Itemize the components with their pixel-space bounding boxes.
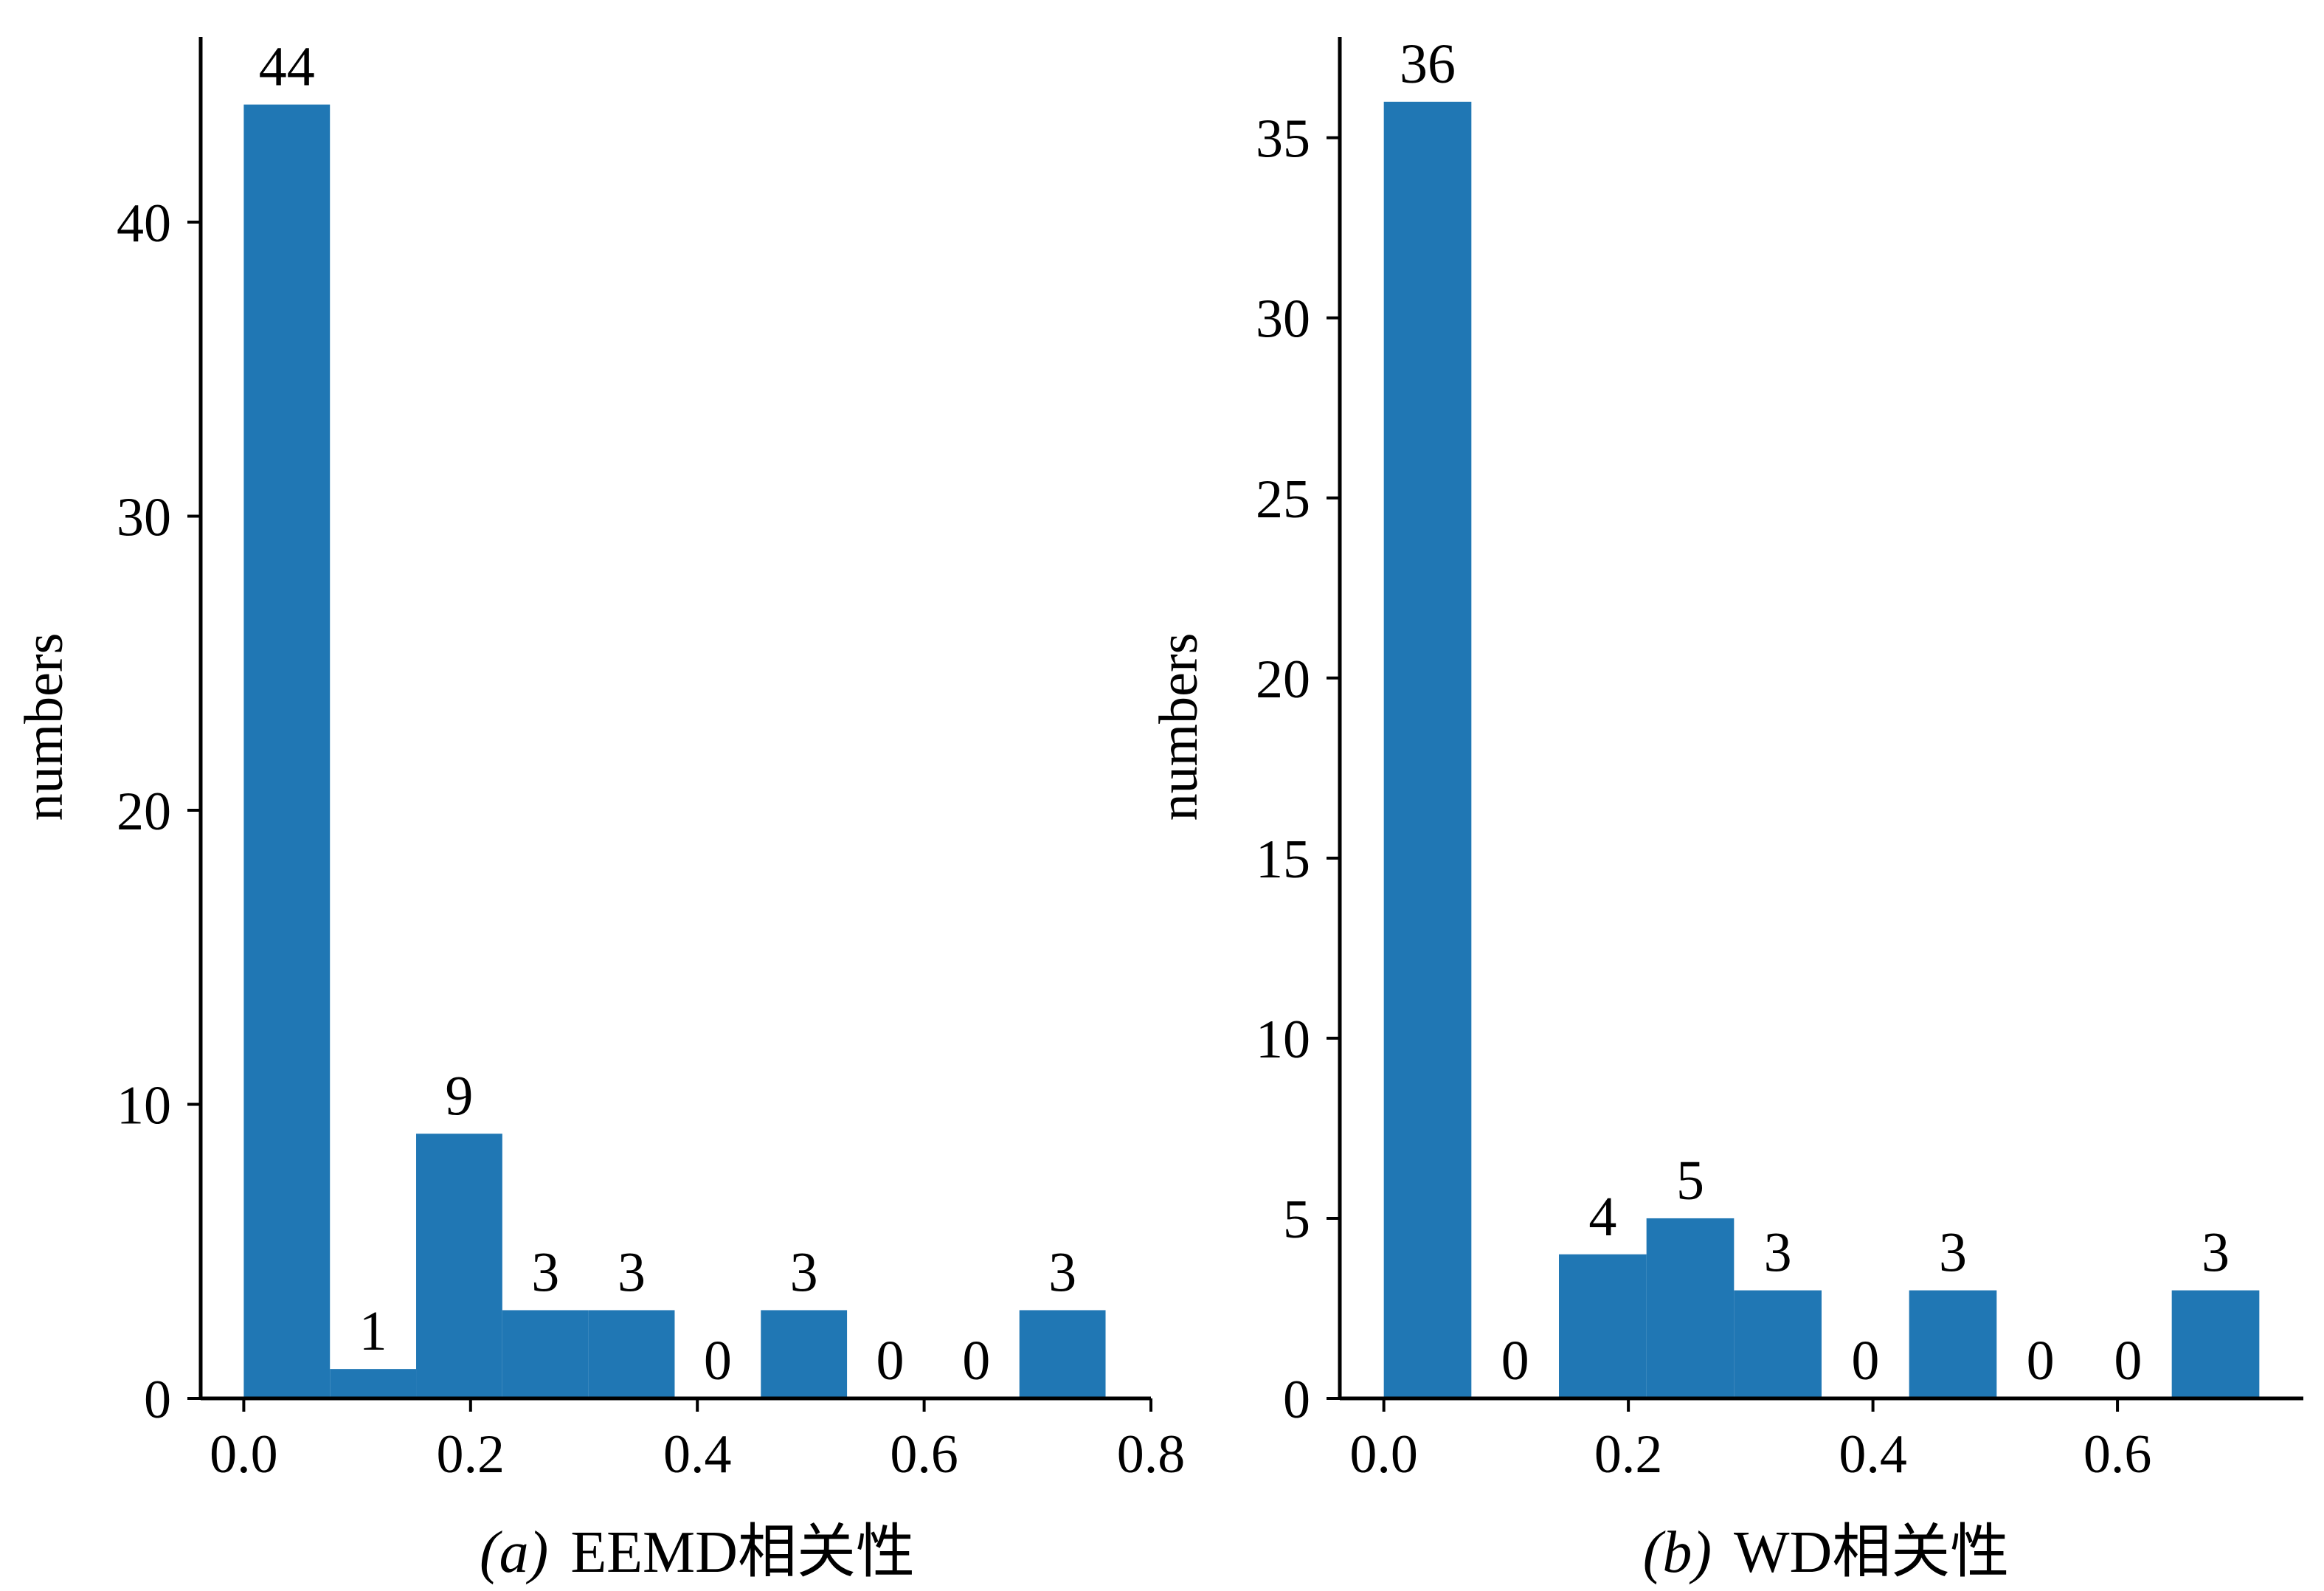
panel-a-caption-text: EEMD相关性 xyxy=(570,1520,915,1585)
bar-count-label: 1 xyxy=(359,1300,387,1362)
y-tick-label: 0 xyxy=(1283,1370,1310,1430)
panel-a-bars xyxy=(243,104,1106,1399)
bar-count-label: 0 xyxy=(876,1330,904,1392)
x-tick-label: 0.0 xyxy=(210,1424,278,1485)
histogram-bar xyxy=(1558,1254,1647,1398)
bar-count-label: 0 xyxy=(962,1330,990,1392)
x-tick-label: 0.2 xyxy=(437,1424,505,1485)
y-tick-label: 30 xyxy=(117,488,171,548)
histogram-bar xyxy=(1909,1290,1997,1398)
x-tick-label: 0.4 xyxy=(1839,1424,1907,1485)
bar-count-label: 9 xyxy=(445,1065,473,1127)
panel-a-x-ticks: 0.0 0.2 0.4 0.6 0.8 xyxy=(210,1398,1185,1485)
panel-a-caption: (a) EEMD相关性 xyxy=(480,1520,915,1585)
bar-count-label: 0 xyxy=(1501,1330,1529,1392)
x-tick-label: 0.6 xyxy=(2083,1424,2152,1485)
bar-count-label: 0 xyxy=(1851,1330,1879,1392)
y-tick-label: 30 xyxy=(1256,289,1310,350)
bar-count-label: 3 xyxy=(2202,1222,2230,1284)
bar-count-label: 0 xyxy=(704,1330,732,1392)
histogram-bar xyxy=(588,1310,675,1398)
histogram-bar xyxy=(243,104,331,1399)
bar-count-label: 3 xyxy=(618,1241,646,1303)
panel-a-axes xyxy=(198,37,1151,1401)
panel-b-y-ticks: 0 5 10 15 20 25 30 35 xyxy=(1256,109,1340,1430)
panel-b-axes xyxy=(1338,37,2303,1401)
bar-count-label: 36 xyxy=(1400,33,1456,95)
panel-b-y-axis-label: numbers xyxy=(1149,633,1209,821)
panel-b-caption: (b) WD相关性 xyxy=(1643,1520,2010,1585)
panel-b-caption-text: WD相关性 xyxy=(1734,1520,2009,1585)
histogram-bar xyxy=(502,1310,589,1398)
bar-count-label: 4 xyxy=(1588,1186,1616,1248)
bar-count-label: 44 xyxy=(259,36,315,98)
histogram-bar xyxy=(1383,101,1472,1398)
y-tick-label: 20 xyxy=(117,781,171,842)
y-tick-label: 20 xyxy=(1256,649,1310,710)
bar-count-label: 3 xyxy=(1048,1241,1076,1303)
bar-count-label: 0 xyxy=(2027,1330,2055,1392)
bar-count-label: 3 xyxy=(531,1241,559,1303)
histogram-bar xyxy=(2171,1290,2260,1398)
bar-count-label: 0 xyxy=(2114,1330,2142,1392)
histogram-bar xyxy=(1646,1218,1735,1398)
bar-count-label: 3 xyxy=(790,1241,818,1303)
panel-a-y-axis-label: numbers xyxy=(14,633,75,821)
panel-b-bars xyxy=(1383,101,2260,1398)
y-tick-label: 0 xyxy=(144,1370,171,1430)
panel-a-y-ticks: 0 10 20 30 40 xyxy=(117,193,201,1430)
histogram-bar xyxy=(761,1310,848,1398)
y-tick-label: 10 xyxy=(1256,1010,1310,1070)
y-tick-label: 5 xyxy=(1283,1190,1310,1250)
x-tick-label: 0.6 xyxy=(890,1424,958,1485)
bar-count-label: 3 xyxy=(1939,1222,1967,1284)
histogram-bar xyxy=(1734,1290,1822,1398)
y-tick-label: 35 xyxy=(1256,109,1310,170)
panel-a-label: (a) xyxy=(480,1520,548,1585)
bar-count-label: 3 xyxy=(1764,1222,1792,1284)
x-tick-label: 0.2 xyxy=(1594,1424,1663,1485)
histogram-bar xyxy=(330,1369,417,1398)
panel-b-label: (b) xyxy=(1643,1520,1712,1585)
y-tick-label: 40 xyxy=(117,193,171,254)
x-tick-label: 0.0 xyxy=(1349,1424,1418,1485)
y-tick-label: 10 xyxy=(117,1076,171,1136)
bar-count-label: 5 xyxy=(1676,1150,1704,1212)
y-tick-label: 15 xyxy=(1256,829,1310,890)
panel-b-x-ticks: 0.0 0.2 0.4 0.6 xyxy=(1349,1398,2151,1485)
histogram-bar xyxy=(1019,1310,1106,1398)
histogram-bar xyxy=(416,1133,502,1398)
x-tick-label: 0.4 xyxy=(663,1424,732,1485)
y-tick-label: 25 xyxy=(1256,469,1310,530)
x-tick-label: 0.8 xyxy=(1117,1424,1186,1485)
